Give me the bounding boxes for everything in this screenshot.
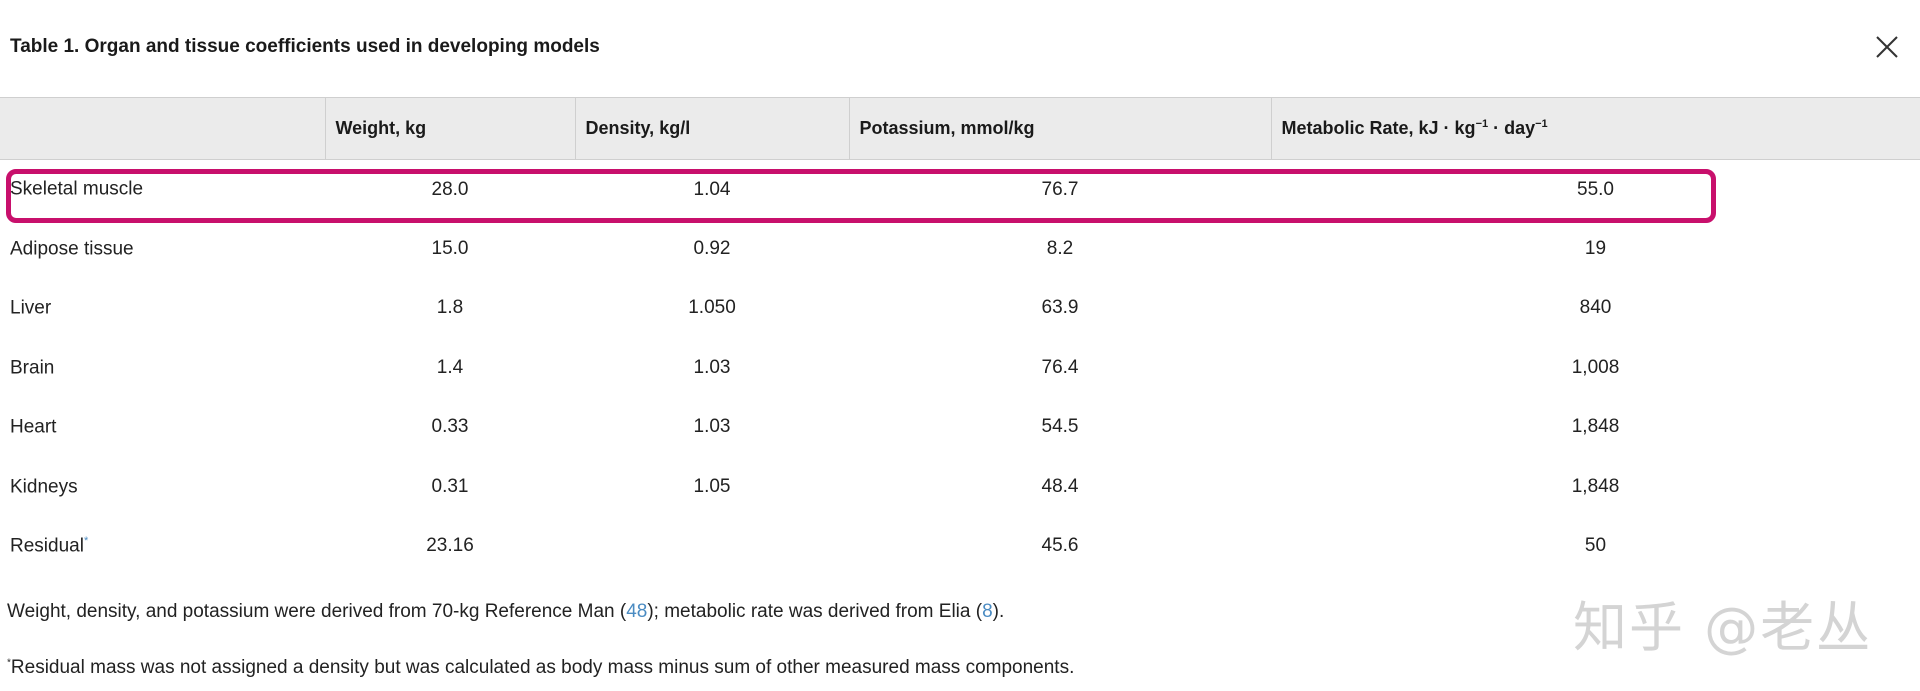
header-potassium: Potassium, mmol/kg: [848, 97, 1271, 160]
row-label: Residual*: [10, 535, 89, 557]
watermark: 知乎 @老丛: [1573, 596, 1873, 659]
cell-weight: 28.0: [431, 178, 469, 200]
row-label: Heart: [10, 416, 57, 438]
reference-link-8[interactable]: 8: [982, 601, 993, 622]
reference-link-48[interactable]: 48: [626, 601, 648, 622]
row-label: Adipose tissue: [10, 237, 134, 259]
cell-metabolic-rate: 55.0: [1577, 178, 1614, 200]
table-row: Liver 1.8 1.050 63.9 840: [0, 279, 1920, 339]
cell-density: 1.03: [693, 416, 731, 438]
header-density: Density, kg/l: [574, 97, 849, 160]
row-label: Skeletal muscle: [10, 178, 144, 200]
cell-weight: 0.33: [431, 416, 469, 438]
footnote-marker: *: [83, 535, 89, 548]
data-table: Weight, kg Density, kg/l Potassium, mmol…: [0, 97, 1920, 576]
cell-metabolic-rate: 19: [1584, 237, 1607, 259]
cell-density: 0.92: [693, 237, 731, 259]
cell-metabolic-rate: 840: [1579, 297, 1612, 319]
row-label: Liver: [10, 297, 52, 319]
cell-potassium: 8.2: [1046, 237, 1074, 259]
table-footnote-sources: Weight, density, and potassium were deri…: [7, 601, 1005, 622]
table-row: Skeletal muscle 28.0 1.04 76.7 55.0: [0, 160, 1920, 220]
cell-weight: 1.4: [436, 356, 464, 378]
cell-metabolic-rate: 1,848: [1571, 475, 1620, 497]
cell-potassium: 76.4: [1041, 356, 1079, 378]
cell-weight: 0.31: [431, 475, 469, 497]
table-row: Brain 1.4 1.03 76.4 1,008: [0, 338, 1920, 398]
cell-potassium: 45.6: [1041, 535, 1079, 557]
table-header-row: Weight, kg Density, kg/l Potassium, mmol…: [0, 97, 1920, 160]
table-row: Adipose tissue 15.0 0.92 8.2 19: [0, 219, 1920, 279]
cell-density: 1.05: [693, 475, 731, 497]
cell-potassium: 63.9: [1041, 297, 1079, 319]
cell-weight: 15.0: [431, 237, 469, 259]
table-footnote-residual: *Residual mass was not assigned a densit…: [7, 657, 1075, 678]
table-row: Residual* 23.16 45.6 50: [0, 517, 1920, 577]
cell-density: 1.03: [693, 356, 731, 378]
row-label: Brain: [10, 356, 55, 378]
header-metabolic-rate: Metabolic Rate, kJ · kg−1 · day−1: [1270, 97, 1920, 160]
cell-weight: 23.16: [426, 535, 474, 557]
cell-metabolic-rate: 50: [1584, 535, 1607, 557]
header-weight: Weight, kg: [324, 97, 575, 160]
row-label: Kidneys: [10, 475, 78, 497]
table-row: Kidneys 0.31 1.05 48.4 1,848: [0, 457, 1920, 517]
cell-density: [575, 517, 849, 577]
table-title: Table 1. Organ and tissue coefficients u…: [10, 36, 600, 57]
cell-weight: 1.8: [436, 297, 464, 319]
cell-metabolic-rate: 1,848: [1571, 416, 1620, 438]
cell-potassium: 54.5: [1041, 416, 1079, 438]
cell-density: 1.050: [688, 297, 736, 319]
header-cell-empty: [0, 97, 325, 160]
close-icon[interactable]: [1873, 33, 1901, 61]
table-row: Heart 0.33 1.03 54.5 1,848: [0, 398, 1920, 458]
cell-metabolic-rate: 1,008: [1571, 356, 1620, 378]
cell-potassium: 48.4: [1041, 475, 1079, 497]
cell-density: 1.04: [693, 178, 731, 200]
cell-potassium: 76.7: [1041, 178, 1079, 200]
